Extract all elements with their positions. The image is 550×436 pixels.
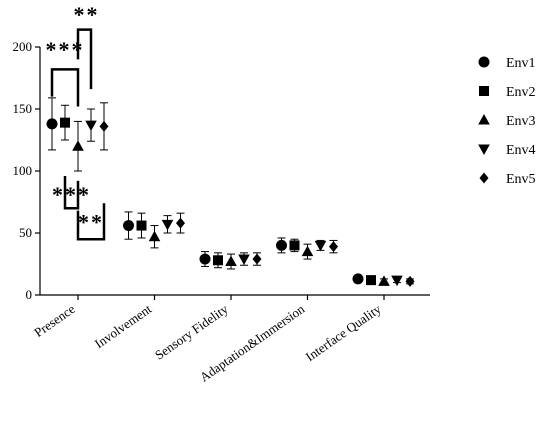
significance-label: *** xyxy=(52,182,91,207)
data-point xyxy=(301,245,314,257)
data-point xyxy=(238,254,250,266)
data-point xyxy=(289,240,300,251)
data-point xyxy=(314,240,327,252)
legend-label: Env2 xyxy=(506,85,536,100)
data-point xyxy=(85,120,97,132)
significance-bracket xyxy=(76,28,93,90)
data-point xyxy=(391,275,403,287)
legend-marker xyxy=(479,172,489,184)
data-point xyxy=(252,253,262,265)
data-point xyxy=(199,253,211,265)
legend-marker xyxy=(478,56,490,68)
significance-label: ** xyxy=(74,2,100,27)
legend-label: Env4 xyxy=(506,143,536,158)
data-point xyxy=(378,275,390,286)
y-tick-label: 200 xyxy=(13,39,33,54)
legend-label: Env1 xyxy=(506,56,536,71)
data-point xyxy=(405,275,415,287)
significance-brackets: ********** xyxy=(46,2,106,241)
y-tick-label: 0 xyxy=(26,287,33,302)
data-point xyxy=(148,230,161,242)
data-point xyxy=(72,140,84,151)
legend-marker xyxy=(479,86,489,96)
data-point xyxy=(176,217,185,229)
data-point xyxy=(366,275,376,286)
significance-bracket xyxy=(76,203,106,241)
legend-marker xyxy=(478,144,490,155)
data-point xyxy=(161,219,174,231)
significance-bracket xyxy=(63,175,80,210)
data-point xyxy=(99,120,109,132)
significance-bracket xyxy=(50,68,80,107)
data-point xyxy=(213,255,223,266)
data-point xyxy=(329,241,338,253)
legend-label: Env3 xyxy=(506,114,536,129)
x-tick-label: Sensory Fidelity xyxy=(152,301,231,363)
data-point xyxy=(352,273,364,285)
data-point xyxy=(276,239,287,251)
data-point xyxy=(123,220,134,232)
y-tick-label: 50 xyxy=(19,225,32,240)
significance-label: *** xyxy=(46,37,85,62)
legend-label: Env5 xyxy=(506,172,536,187)
y-tick-label: 100 xyxy=(13,163,33,178)
data-point xyxy=(225,255,237,267)
x-tick-label: Interface Quality xyxy=(303,301,384,364)
data-markers xyxy=(46,117,415,287)
y-tick-label: 150 xyxy=(13,101,33,116)
y-axis-ticks: 0 50 100 150 200 xyxy=(13,39,40,302)
axes xyxy=(39,47,430,296)
data-point xyxy=(46,118,58,130)
significance-label: ** xyxy=(78,209,104,234)
legend-marker xyxy=(478,114,490,125)
legend: Env1 Env2 Env3 Env4 Env5 xyxy=(478,56,536,187)
data-point xyxy=(60,117,70,128)
x-tick-label: Presence xyxy=(31,301,78,340)
data-point xyxy=(136,220,147,231)
x-tick-label: Involvement xyxy=(92,301,155,351)
